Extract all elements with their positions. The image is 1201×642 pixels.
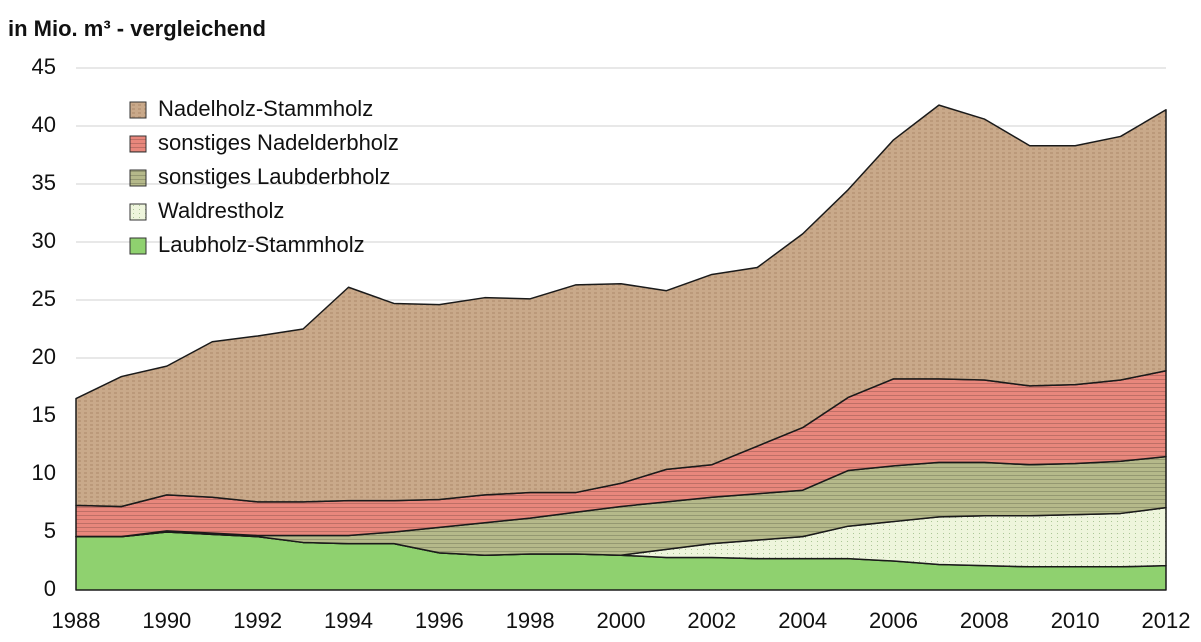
y-tick-label: 5 bbox=[44, 518, 56, 543]
legend-label: Nadelholz-Stammholz bbox=[158, 96, 373, 121]
x-tick-label: 2004 bbox=[778, 608, 827, 633]
legend-label: sonstiges Nadelderbholz bbox=[158, 130, 399, 155]
x-tick-label: 1990 bbox=[142, 608, 191, 633]
chart-title: in Mio. m³ - vergleichend bbox=[8, 16, 266, 41]
legend: Nadelholz-Stammholz sonstiges Nadelderbho… bbox=[129, 96, 399, 257]
x-tick-label: 2000 bbox=[597, 608, 646, 633]
x-tick-label: 1996 bbox=[415, 608, 464, 633]
x-tick-label: 2006 bbox=[869, 608, 918, 633]
x-tick-label: 1992 bbox=[233, 608, 282, 633]
legend-label: sonstiges Laubderbholz bbox=[158, 164, 390, 189]
area bbox=[75, 104, 1167, 508]
y-tick-label: 45 bbox=[32, 54, 56, 79]
y-tick-label: 25 bbox=[32, 286, 56, 311]
legend-label: Laubholz-Stammholz bbox=[158, 232, 365, 257]
legend-swatch bbox=[129, 169, 147, 187]
x-tick-label: 1994 bbox=[324, 608, 373, 633]
y-tick-label: 10 bbox=[32, 460, 56, 485]
legend-swatch bbox=[129, 237, 147, 255]
y-tick-label: 15 bbox=[32, 402, 56, 427]
y-tick-label: 20 bbox=[32, 344, 56, 369]
x-tick-label: 2008 bbox=[960, 608, 1009, 633]
legend-swatch bbox=[129, 101, 147, 119]
x-tick-label: 1988 bbox=[52, 608, 101, 633]
y-tick-label: 0 bbox=[44, 576, 56, 601]
x-tick-label: 2010 bbox=[1051, 608, 1100, 633]
legend-label: Waldrestholz bbox=[158, 198, 284, 223]
y-tick-label: 40 bbox=[32, 112, 56, 137]
x-tick-label: 2002 bbox=[687, 608, 736, 633]
x-tick-label: 1998 bbox=[506, 608, 555, 633]
y-tick-label: 35 bbox=[32, 170, 56, 195]
x-tick-label: 2012 bbox=[1142, 608, 1191, 633]
legend-swatch bbox=[129, 203, 147, 221]
legend-swatch bbox=[129, 135, 147, 153]
y-tick-label: 30 bbox=[32, 228, 56, 253]
